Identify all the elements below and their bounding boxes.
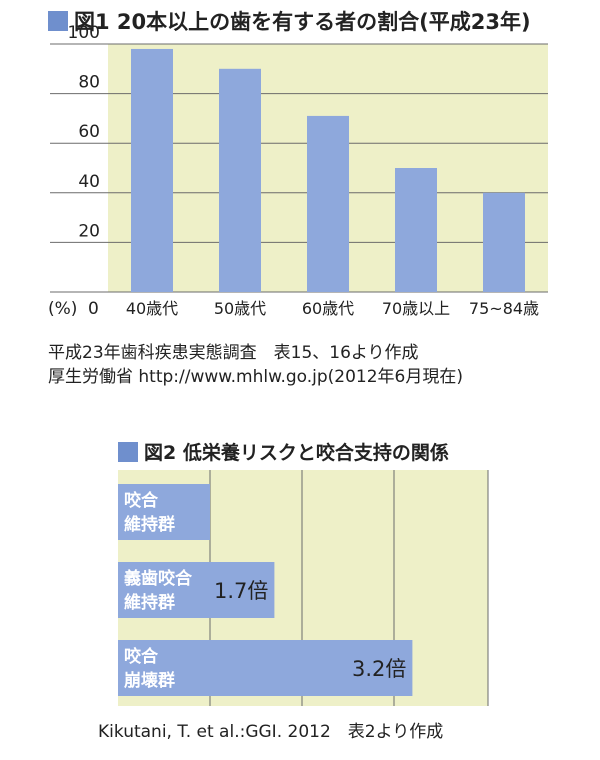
figure1-bar-chart: 20 40 60 80 100 (%) 0 40歳代 50歳代 60歳代 70歳以上 75~84歳 <box>48 23 548 319</box>
figure1-note-line2: 厚生労働省 http://www.mhlw.go.jp(2012年6月現在) <box>48 367 463 387</box>
category-label-line2: 維持群 <box>124 514 175 535</box>
figure1-title: 図1 20本以上の歯を有する者の割合(平成23年) <box>48 6 531 36</box>
y-zero-label: 0 <box>88 299 99 319</box>
x-category-label: 40歳代 <box>126 299 178 318</box>
bar <box>307 115 349 292</box>
category-label-line1: 咬合 <box>124 646 159 667</box>
value-label: 1.7倍 <box>214 579 268 603</box>
bar <box>219 68 261 292</box>
value-label: 3.2倍 <box>352 657 406 681</box>
y-tick-label: 80 <box>78 73 100 93</box>
bar <box>483 192 525 292</box>
y-tick-label: 20 <box>78 221 100 241</box>
y-tick-label: 60 <box>78 122 100 142</box>
category-label-line1: 義歯咬合 <box>124 568 193 589</box>
figure2-source: Kikutani, T. et al.:GGI. 2012 表2より作成 <box>98 722 444 742</box>
bar <box>395 168 437 292</box>
y-tick-label: 40 <box>78 172 100 192</box>
x-category-label: 70歳以上 <box>382 299 450 318</box>
title-marker-icon <box>118 441 138 462</box>
category-label-line1: 咬合 <box>124 490 159 511</box>
bar <box>118 640 413 696</box>
y-unit-label: (%) <box>48 299 77 319</box>
figure1-title-text: 図1 20本以上の歯を有する者の割合(平成23年) <box>74 10 531 34</box>
category-label-line2: 維持群 <box>124 592 175 613</box>
figure1-note-line1: 平成23年歯科疾患実態調査 表15、16より作成 <box>48 343 419 363</box>
bar <box>118 484 210 540</box>
x-category-label: 75~84歳 <box>469 299 539 318</box>
category-label-line2: 崩壊群 <box>124 670 175 691</box>
x-category-label: 50歳代 <box>214 299 266 318</box>
x-category-label: 60歳代 <box>302 299 354 318</box>
bar <box>118 562 275 618</box>
figure2-title: 図2 低栄養リスクと咬合支持の関係 <box>118 438 449 465</box>
title-marker-icon <box>48 11 68 31</box>
y-tick-label: 100 <box>68 23 100 43</box>
bar <box>131 48 173 293</box>
figure2-title-text: 図2 低栄養リスクと咬合支持の関係 <box>144 442 449 464</box>
